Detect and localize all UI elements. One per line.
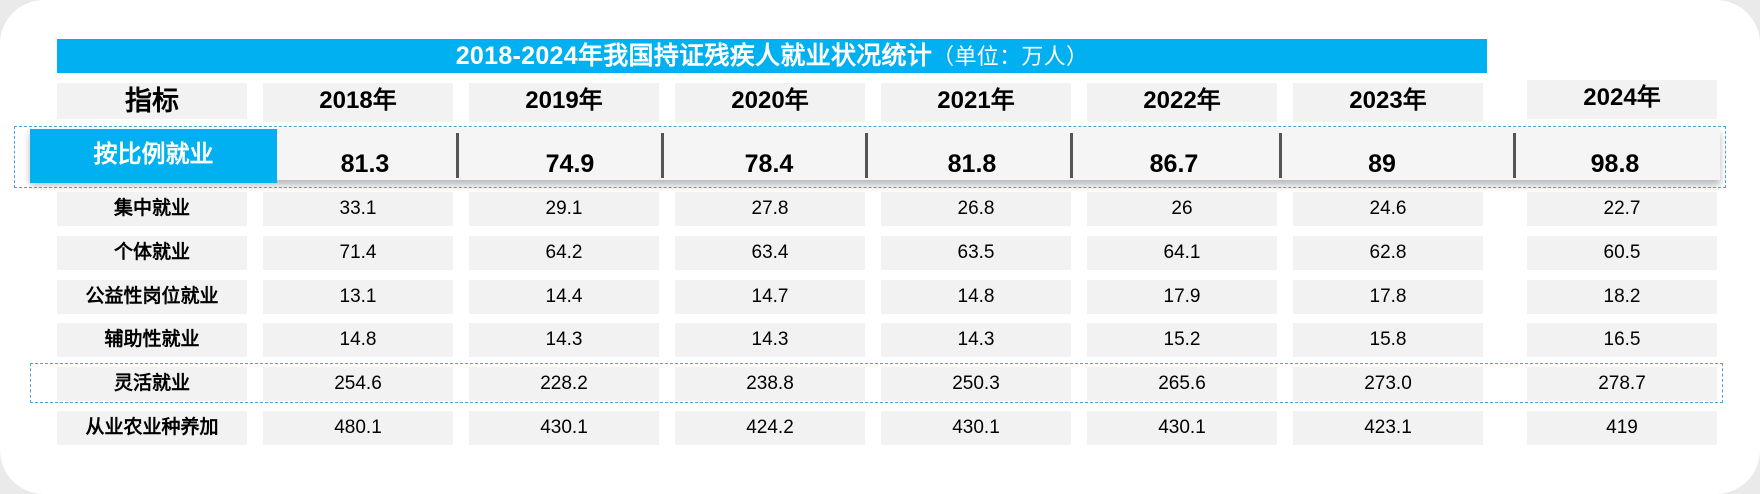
- table-cell: 254.6: [263, 367, 453, 401]
- table-cell: 238.8: [675, 367, 865, 401]
- highlight-value: 89: [1368, 150, 1396, 178]
- table-cell: 250.3: [881, 367, 1071, 401]
- table-cell: 480.1: [263, 411, 453, 445]
- table-cell: 18.2: [1527, 280, 1717, 314]
- table-cell: 16.5: [1527, 323, 1717, 357]
- table-cell: 14.3: [469, 323, 659, 357]
- unit-note: （单位：万人）: [932, 44, 1089, 69]
- table-cell: 423.1: [1293, 411, 1483, 445]
- row-label: 集中就业: [57, 192, 247, 226]
- table-cell: 419: [1527, 411, 1717, 445]
- table-cell: 33.1: [263, 192, 453, 226]
- table-cell: 17.8: [1293, 280, 1483, 314]
- table-cell: 265.6: [1087, 367, 1277, 401]
- highlight-frame-top: [14, 126, 1726, 188]
- column-header: 2020年: [675, 83, 865, 122]
- row-label: 个体就业: [57, 236, 247, 270]
- column-header: 2023年: [1293, 83, 1483, 122]
- table-cell: 22.7: [1527, 192, 1717, 226]
- row-divider: [865, 133, 868, 178]
- table-cell: 14.8: [263, 323, 453, 357]
- table-cell: 14.3: [881, 323, 1071, 357]
- table-cell: 63.4: [675, 236, 865, 270]
- row-divider: [661, 133, 664, 178]
- table-cell: 430.1: [881, 411, 1071, 445]
- table-cell: 71.4: [263, 236, 453, 270]
- row-label: 灵活就业: [57, 367, 247, 401]
- table-cell: 14.4: [469, 280, 659, 314]
- row-label: 辅助性就业: [57, 323, 247, 357]
- highlight-row-background: [30, 128, 1720, 180]
- column-header: 2022年: [1087, 83, 1277, 122]
- table-cell: 424.2: [675, 411, 865, 445]
- table-cell: 13.1: [263, 280, 453, 314]
- row-divider: [456, 133, 459, 178]
- column-header: 2018年: [263, 83, 453, 122]
- highlight-frame-flexible: [30, 363, 1723, 403]
- row-divider: [1070, 133, 1073, 178]
- row-label-highlight: 按比例就业: [30, 129, 277, 183]
- highlight-value: 78.4: [744, 150, 794, 178]
- column-header: 2019年: [469, 83, 659, 122]
- header-indicator: 指标: [57, 83, 247, 119]
- table-cell: 27.8: [675, 192, 865, 226]
- row-label: 从业农业种养加: [57, 411, 247, 445]
- table-cell: 228.2: [469, 367, 659, 401]
- highlight-value: 81.8: [947, 150, 997, 178]
- highlight-value: 86.7: [1149, 150, 1199, 178]
- table-cell: 26.8: [881, 192, 1071, 226]
- table-cell: 14.3: [675, 323, 865, 357]
- table-cell: 430.1: [469, 411, 659, 445]
- table-cell: 14.7: [675, 280, 865, 314]
- highlight-value: 98.8: [1590, 150, 1640, 178]
- column-header: 2024年: [1527, 80, 1717, 119]
- table-cell: 24.6: [1293, 192, 1483, 226]
- table-cell: 64.1: [1087, 236, 1277, 270]
- table-cell: 14.8: [881, 280, 1071, 314]
- table-cell: 17.9: [1087, 280, 1277, 314]
- table-title: 2018-2024年我国持证残疾人就业状况统计（单位：万人）: [57, 39, 1487, 73]
- table-cell: 26: [1087, 192, 1277, 226]
- highlight-value: 81.3: [340, 150, 390, 178]
- table-cell: 62.8: [1293, 236, 1483, 270]
- title-text: 2018-2024年我国持证残疾人就业状况统计: [455, 42, 933, 70]
- row-divider: [1513, 133, 1516, 178]
- table-cell: 430.1: [1087, 411, 1277, 445]
- highlight-value: 74.9: [545, 150, 595, 178]
- table-cell: 15.2: [1087, 323, 1277, 357]
- row-label: 公益性岗位就业: [57, 280, 247, 314]
- table-cell: 64.2: [469, 236, 659, 270]
- column-header: 2021年: [881, 83, 1071, 122]
- table-cell: 63.5: [881, 236, 1071, 270]
- row-divider: [1279, 133, 1282, 178]
- table-cell: 278.7: [1527, 367, 1717, 401]
- table-cell: 60.5: [1527, 236, 1717, 270]
- table-cell: 29.1: [469, 192, 659, 226]
- table-cell: 273.0: [1293, 367, 1483, 401]
- table-cell: 15.8: [1293, 323, 1483, 357]
